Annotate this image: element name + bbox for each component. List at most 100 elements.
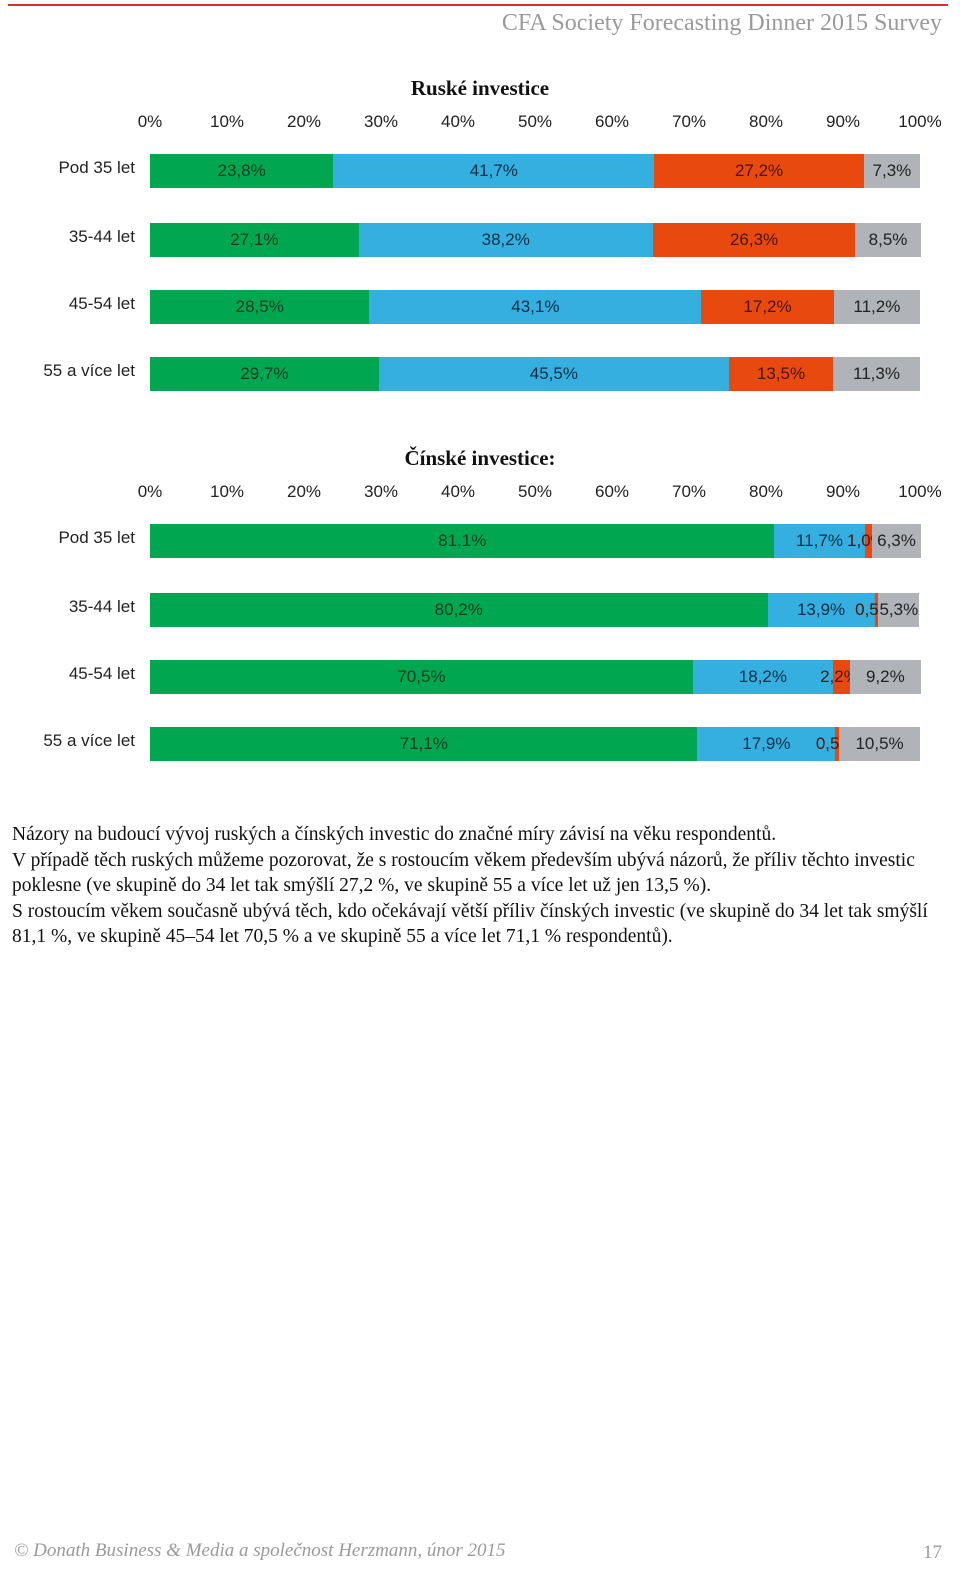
bar-segment [150, 357, 379, 391]
x-tick-label: 90% [825, 482, 861, 501]
data-label: 26,3% [729, 230, 779, 249]
x-tick-label: 10% [209, 482, 245, 501]
bar-segment [150, 223, 359, 257]
header-rule [8, 4, 948, 6]
bar-segment [864, 524, 873, 558]
bar-segment [832, 660, 850, 694]
bar-segment [835, 727, 840, 761]
bar-segment [767, 593, 875, 627]
bar-segment [729, 357, 833, 391]
body-text: Názory na budoucí vývoj ruských a čínský… [12, 822, 948, 950]
x-tick-label: 100% [898, 112, 942, 131]
category-label: 45-54 let [68, 664, 135, 683]
x-tick-label: 70% [671, 112, 707, 131]
x-tick-label: 80% [748, 482, 784, 501]
data-label: 27,2% [734, 161, 784, 180]
data-label: 9,2% [865, 667, 905, 686]
bar-segment [774, 524, 865, 558]
bar-segment [878, 593, 920, 627]
data-label: 10,5% [855, 734, 904, 753]
x-tick-label: 40% [440, 112, 476, 131]
russian-investments-chart: Ruské investice 0% 10% 20% 30% 40% 50% 60% 70% 8… [0, 70, 960, 400]
x-tick-label: 70% [671, 482, 707, 501]
data-label: 13,9% [796, 600, 846, 619]
bar-segment [150, 660, 693, 694]
bar-segment [378, 357, 730, 391]
x-tick-label: 20% [286, 482, 322, 501]
data-label: 38,2% [481, 230, 530, 249]
chart-title: Ruské investice [410, 76, 550, 100]
data-label: 29,7% [240, 364, 289, 383]
bar-segment [839, 727, 920, 761]
x-tick-label: 50% [517, 112, 553, 131]
data-label: 81,1% [438, 531, 487, 550]
bar-segment [150, 154, 334, 188]
x-tick-label: 90% [825, 112, 861, 131]
body-paragraph: Názory na budoucí vývoj ruských a čínský… [12, 824, 777, 845]
category-label: 55 a více let [43, 731, 135, 750]
category-label: Pod 35 let [58, 158, 135, 177]
bar-segment [333, 154, 655, 188]
data-label: 71,1% [399, 734, 448, 753]
category-label: 45-54 let [68, 294, 135, 313]
bar-segment [150, 593, 768, 627]
chinese-investments-chart: Čínské investice: 0% 10% 20% 30% 40% 50% 60% 70… [0, 440, 960, 780]
bar-segment [832, 357, 920, 391]
data-label: 28,5% [235, 297, 284, 316]
bar-segment [358, 223, 653, 257]
body-paragraph: V případě těch ruských můžeme pozorovat,… [12, 849, 915, 897]
x-tick-label: 30% [363, 112, 399, 131]
bar-segment [855, 223, 921, 257]
data-label: 80,2% [434, 600, 483, 619]
bar-segment [872, 524, 921, 558]
bar-segment [833, 290, 920, 324]
x-tick-label: 60% [594, 112, 630, 131]
chart-title: Čínské investice: [404, 446, 556, 470]
header-title: CFA Society Forecasting Dinner 2015 Surv… [501, 10, 942, 36]
bar-segment [150, 727, 698, 761]
data-label: 5,3% [879, 600, 919, 619]
data-label: 6,3% [877, 531, 916, 550]
data-label: 11,3% [853, 364, 900, 383]
data-label: 11,7% [796, 531, 843, 550]
bar-segment [849, 660, 921, 694]
data-label: 8,5% [868, 230, 908, 249]
x-tick-label: 100% [898, 482, 942, 501]
x-tick-label: 40% [440, 482, 476, 501]
data-label: 18,2% [738, 667, 788, 686]
data-label: 17,2% [743, 297, 792, 316]
page-number: 17 [923, 1542, 942, 1563]
bar-segment [863, 154, 920, 188]
data-label: 23,8% [217, 161, 266, 180]
category-label: 35-44 let [68, 227, 135, 246]
data-label: 45,5% [529, 364, 578, 383]
x-tick-label: 50% [517, 482, 553, 501]
x-tick-label: 30% [363, 482, 399, 501]
bar-segment [692, 660, 833, 694]
bar-segment [697, 727, 836, 761]
data-label: 27,1% [230, 230, 279, 249]
bar-segment [150, 290, 370, 324]
x-tick-label: 10% [209, 112, 245, 131]
x-tick-label: 20% [286, 112, 322, 131]
x-tick-label: 80% [748, 112, 784, 131]
x-tick-label: 60% [594, 482, 630, 501]
data-label: 11,2% [853, 297, 901, 316]
bar-segment [874, 593, 879, 627]
x-tick-label: 0% [137, 482, 163, 501]
bar-segment [150, 524, 775, 558]
x-tick-label: 0% [137, 112, 163, 131]
bar-segment [654, 154, 864, 188]
footer-copyright: © Donath Business & Media a společnost H… [14, 1540, 506, 1561]
body-paragraph: S rostoucím věkem současně ubývá těch, k… [12, 900, 928, 948]
bar-segment [701, 290, 834, 324]
category-label: 35-44 let [68, 597, 135, 616]
data-label: 2,2% [820, 667, 859, 686]
data-label: 70,5% [397, 667, 446, 686]
bar-segment [369, 290, 702, 324]
data-label: 13,5% [756, 364, 806, 383]
category-label: Pod 35 let [58, 528, 135, 547]
data-label: 7,3% [872, 161, 912, 180]
bar-segment [652, 223, 856, 257]
data-label: 17,9% [742, 734, 791, 753]
